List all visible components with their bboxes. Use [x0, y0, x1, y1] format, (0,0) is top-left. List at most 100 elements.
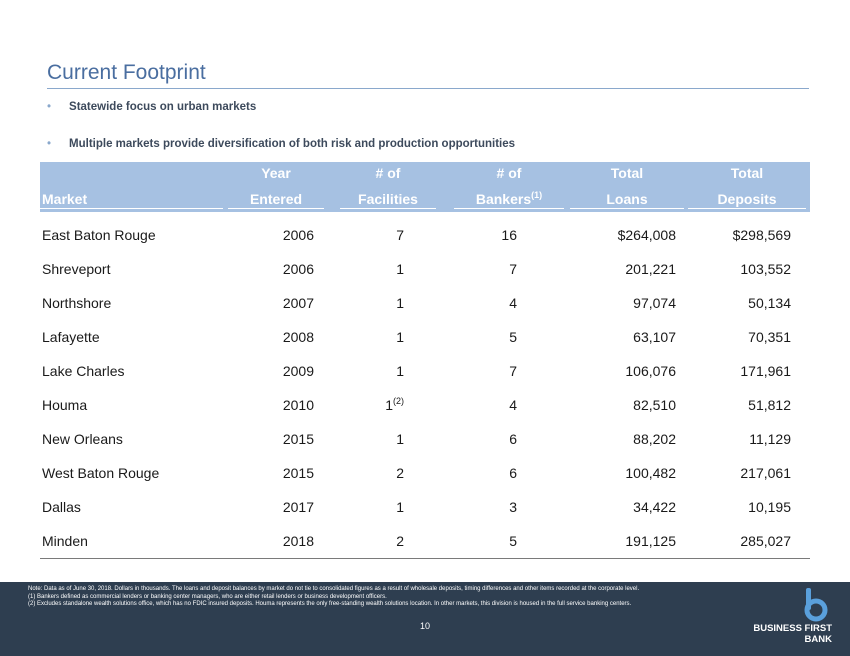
bullet-icon: • — [47, 101, 52, 113]
cell-deposits: 50,134 — [748, 295, 791, 311]
cell-year: 2006 — [282, 261, 314, 277]
cell-year: 2018 — [282, 533, 314, 549]
cell-year: 2015 — [282, 431, 314, 447]
cell-market: Shreveport — [42, 261, 111, 277]
cell-bankers: 16 — [501, 227, 517, 243]
cell-market: Lake Charles — [42, 363, 125, 379]
footer-bar: Note: Data as of June 30, 2018. Dollars … — [0, 582, 850, 656]
cell-bankers: 6 — [509, 465, 517, 481]
cell-market: West Baton Rouge — [42, 465, 160, 481]
header-underline — [340, 208, 436, 209]
table-row: Lafayette 2008 1 5 63,107 70,351 — [40, 320, 810, 354]
cell-facilities-value: 7 — [396, 227, 404, 243]
cell-facilities-value: 1 — [396, 431, 404, 447]
cell-bankers: 6 — [509, 431, 517, 447]
cell-loans: 106,076 — [625, 363, 676, 379]
header-loans-line1: Total — [610, 165, 644, 181]
footnote-marker: (2) — [393, 396, 404, 406]
cell-loans: 201,221 — [625, 261, 676, 277]
cell-loans: 97,074 — [633, 295, 676, 311]
cell-bankers: 7 — [509, 261, 517, 277]
cell-year: 2006 — [282, 227, 314, 243]
header-bankers-line2: Bankers(1) — [454, 191, 564, 208]
cell-loans: 82,510 — [633, 397, 676, 413]
bullet-text: Statewide focus on urban markets — [69, 101, 257, 113]
page-title: Current Footprint — [47, 61, 206, 84]
header-facilities-line2: Facilities — [358, 191, 418, 207]
header-market: Market — [42, 191, 88, 207]
bullet-item: • Statewide focus on urban markets — [47, 101, 256, 113]
cell-facilities-value: 1 — [385, 397, 393, 413]
cell-facilities-value: 1 — [396, 261, 404, 277]
cell-deposits: $298,569 — [732, 227, 791, 243]
header-year-line1: Year — [261, 165, 291, 181]
logo-line2: BANK — [804, 634, 832, 645]
cell-loans: 88,202 — [633, 431, 676, 447]
cell-deposits: 11,129 — [749, 431, 791, 447]
footnote-2: (2) Excludes standalone wealth solutions… — [28, 601, 632, 608]
cell-loans: 191,125 — [625, 533, 676, 549]
header-underline — [570, 208, 684, 209]
cell-bankers: 4 — [509, 295, 517, 311]
cell-facilities: 1 — [380, 329, 404, 345]
header-underline — [688, 208, 806, 209]
cell-bankers: 7 — [509, 363, 517, 379]
cell-bankers: 5 — [509, 533, 517, 549]
cell-deposits: 171,961 — [740, 363, 791, 379]
cell-market: Houma — [42, 397, 88, 413]
footnotes: Note: Data as of June 30, 2018. Dollars … — [28, 586, 788, 609]
bullet-item: • Multiple markets provide diversificatio… — [47, 138, 515, 150]
cell-facilities: 1 — [380, 261, 404, 277]
cell-facilities: 7 — [380, 227, 404, 243]
header-loans-line2: Loans — [606, 191, 648, 207]
cell-year: 2010 — [282, 397, 314, 413]
table-row: Lake Charles 2009 1 7 106,076 171,961 — [40, 354, 810, 388]
cell-deposits: 217,061 — [740, 465, 791, 481]
cell-facilities-value: 2 — [396, 465, 404, 481]
cell-facilities-value: 1 — [396, 499, 404, 515]
cell-market: Northshore — [42, 295, 112, 311]
cell-year: 2015 — [282, 465, 314, 481]
cell-bankers: 3 — [509, 499, 517, 515]
cell-bankers: 4 — [509, 397, 517, 413]
title-divider — [47, 88, 809, 89]
cell-facilities: 1 — [380, 431, 404, 447]
table-row: Shreveport 2006 1 7 201,221 103,552 — [40, 252, 810, 286]
cell-facilities: 1 — [380, 295, 404, 311]
cell-year: 2017 — [282, 499, 314, 515]
cell-facilities-value: 1 — [396, 295, 404, 311]
table-header: Market Year Entered # of Facilities # of… — [40, 162, 810, 212]
header-year-line2: Entered — [249, 191, 303, 207]
cell-market: East Baton Rouge — [42, 227, 156, 243]
bullet-icon: • — [47, 138, 52, 150]
logo-wordmark: BUSINESS FIRST BANK — [742, 623, 832, 645]
cell-facilities: 2 — [380, 465, 404, 481]
cell-facilities: 1(2) — [380, 396, 404, 414]
cell-market: New Orleans — [42, 431, 123, 447]
table-row: East Baton Rouge 2006 7 16 $264,008 $298… — [40, 218, 810, 252]
cell-deposits: 285,027 — [740, 533, 791, 549]
cell-loans: 34,422 — [633, 499, 676, 515]
table-row: Minden 2018 2 5 191,125 285,027 — [40, 524, 810, 558]
cell-year: 2008 — [282, 329, 314, 345]
footnote-1: (1) Bankers defined as commercial lender… — [28, 593, 387, 600]
cell-loans: 63,107 — [633, 329, 676, 345]
header-bankers-line1: # of — [496, 165, 522, 181]
cell-market: Lafayette — [42, 329, 100, 345]
cell-deposits: 51,812 — [748, 397, 791, 413]
cell-deposits: 10,195 — [748, 499, 791, 515]
cell-year: 2007 — [282, 295, 314, 311]
cell-year: 2009 — [282, 363, 314, 379]
cell-deposits: 103,552 — [740, 261, 791, 277]
cell-market: Dallas — [42, 499, 81, 515]
cell-loans: $264,008 — [617, 227, 676, 243]
table-bottom-border — [40, 558, 810, 559]
page-number: 10 — [419, 621, 430, 631]
table-row: New Orleans 2015 1 6 88,202 11,129 — [40, 422, 810, 456]
header-deposits-line2: Deposits — [717, 191, 777, 207]
cell-facilities: 1 — [380, 363, 404, 379]
cell-facilities-value: 2 — [396, 533, 404, 549]
header-deposits-line1: Total — [730, 165, 764, 181]
business-first-logo-icon — [804, 588, 828, 622]
table-row: West Baton Rouge 2015 2 6 100,482 217,06… — [40, 456, 810, 490]
